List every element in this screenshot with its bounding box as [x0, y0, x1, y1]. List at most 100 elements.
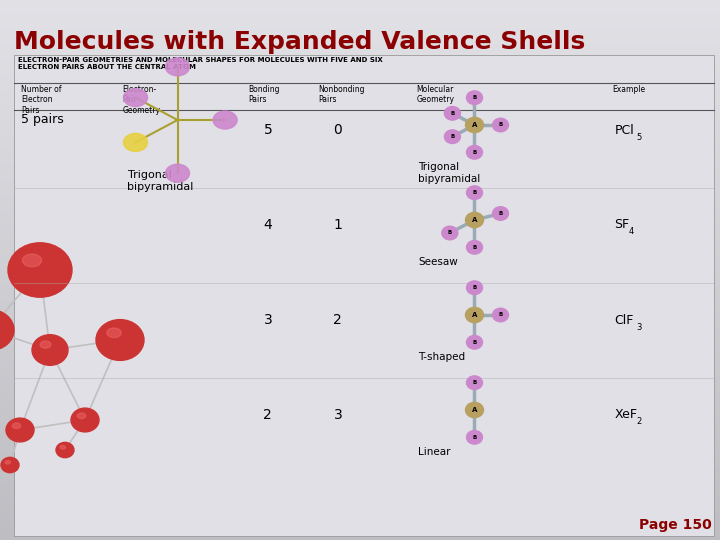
- Bar: [0, 440, 720, 441]
- Bar: [0, 461, 720, 462]
- Bar: [0, 55, 720, 56]
- Bar: [0, 18, 720, 19]
- Bar: [0, 174, 720, 175]
- Bar: [0, 494, 720, 495]
- Bar: [0, 197, 720, 198]
- Bar: [0, 127, 720, 128]
- Bar: [0, 316, 720, 317]
- Bar: [0, 345, 720, 346]
- Text: Molecules with Expanded Valence Shells: Molecules with Expanded Valence Shells: [14, 30, 585, 54]
- Bar: [0, 498, 720, 499]
- Text: Trigonal
bipyramidal: Trigonal bipyramidal: [127, 170, 194, 192]
- Bar: [0, 326, 720, 327]
- Ellipse shape: [71, 408, 99, 432]
- Bar: [0, 268, 720, 269]
- Bar: [0, 87, 720, 88]
- Bar: [0, 257, 720, 258]
- Bar: [0, 482, 720, 483]
- Bar: [0, 432, 720, 433]
- Bar: [0, 11, 720, 12]
- Bar: [0, 315, 720, 316]
- Bar: [0, 48, 720, 49]
- Bar: [0, 115, 720, 116]
- Ellipse shape: [96, 320, 144, 360]
- Ellipse shape: [467, 91, 482, 105]
- Bar: [0, 59, 720, 60]
- Bar: [0, 430, 720, 431]
- Bar: [0, 165, 720, 166]
- Bar: [0, 188, 720, 189]
- Bar: [0, 474, 720, 475]
- Text: Example: Example: [613, 85, 646, 94]
- Bar: [0, 146, 720, 147]
- Bar: [0, 129, 720, 130]
- Bar: [0, 44, 720, 45]
- Bar: [0, 193, 720, 194]
- Bar: [0, 521, 720, 522]
- Bar: [0, 271, 720, 272]
- Ellipse shape: [1, 457, 19, 472]
- Bar: [0, 65, 720, 66]
- Ellipse shape: [12, 423, 21, 429]
- Bar: [0, 459, 720, 460]
- Bar: [0, 53, 720, 54]
- Bar: [0, 26, 720, 27]
- Bar: [0, 25, 720, 26]
- Bar: [0, 76, 720, 77]
- Bar: [0, 92, 720, 93]
- Bar: [0, 537, 720, 538]
- Ellipse shape: [77, 413, 86, 418]
- Text: T-shaped: T-shaped: [418, 352, 466, 362]
- Bar: [0, 511, 720, 512]
- Bar: [0, 300, 720, 301]
- Bar: [0, 425, 720, 426]
- Bar: [0, 386, 720, 387]
- Bar: [0, 410, 720, 411]
- Bar: [0, 149, 720, 150]
- Bar: [0, 380, 720, 381]
- Text: XeF: XeF: [614, 408, 637, 422]
- Bar: [0, 90, 720, 91]
- Bar: [0, 31, 720, 32]
- Bar: [0, 496, 720, 497]
- Bar: [0, 539, 720, 540]
- Bar: [0, 523, 720, 524]
- Ellipse shape: [466, 117, 484, 133]
- Bar: [0, 177, 720, 178]
- Bar: [0, 40, 720, 41]
- Bar: [0, 266, 720, 267]
- Bar: [0, 408, 720, 409]
- Bar: [0, 295, 720, 296]
- Bar: [0, 413, 720, 414]
- Bar: [0, 22, 720, 23]
- Bar: [0, 227, 720, 228]
- Bar: [0, 71, 720, 72]
- Ellipse shape: [466, 212, 484, 228]
- Bar: [0, 64, 720, 65]
- Bar: [0, 357, 720, 358]
- Ellipse shape: [467, 186, 482, 199]
- Ellipse shape: [467, 281, 482, 294]
- Bar: [0, 305, 720, 306]
- Bar: [0, 49, 720, 50]
- Bar: [0, 374, 720, 375]
- Bar: [0, 82, 720, 83]
- Text: Page 150: Page 150: [639, 518, 712, 532]
- Bar: [0, 346, 720, 347]
- Bar: [0, 303, 720, 304]
- Bar: [0, 506, 720, 507]
- Bar: [0, 222, 720, 223]
- Text: Seesaw: Seesaw: [418, 257, 458, 267]
- Bar: [0, 263, 720, 264]
- Bar: [0, 454, 720, 455]
- Bar: [0, 176, 720, 177]
- Bar: [0, 518, 720, 519]
- Text: A: A: [472, 217, 477, 223]
- Bar: [0, 250, 720, 251]
- Bar: [0, 119, 720, 120]
- Bar: [0, 405, 720, 406]
- Bar: [14, 55, 714, 536]
- Text: Nonbonding
Pairs: Nonbonding Pairs: [318, 85, 365, 104]
- Bar: [0, 299, 720, 300]
- Bar: [0, 487, 720, 488]
